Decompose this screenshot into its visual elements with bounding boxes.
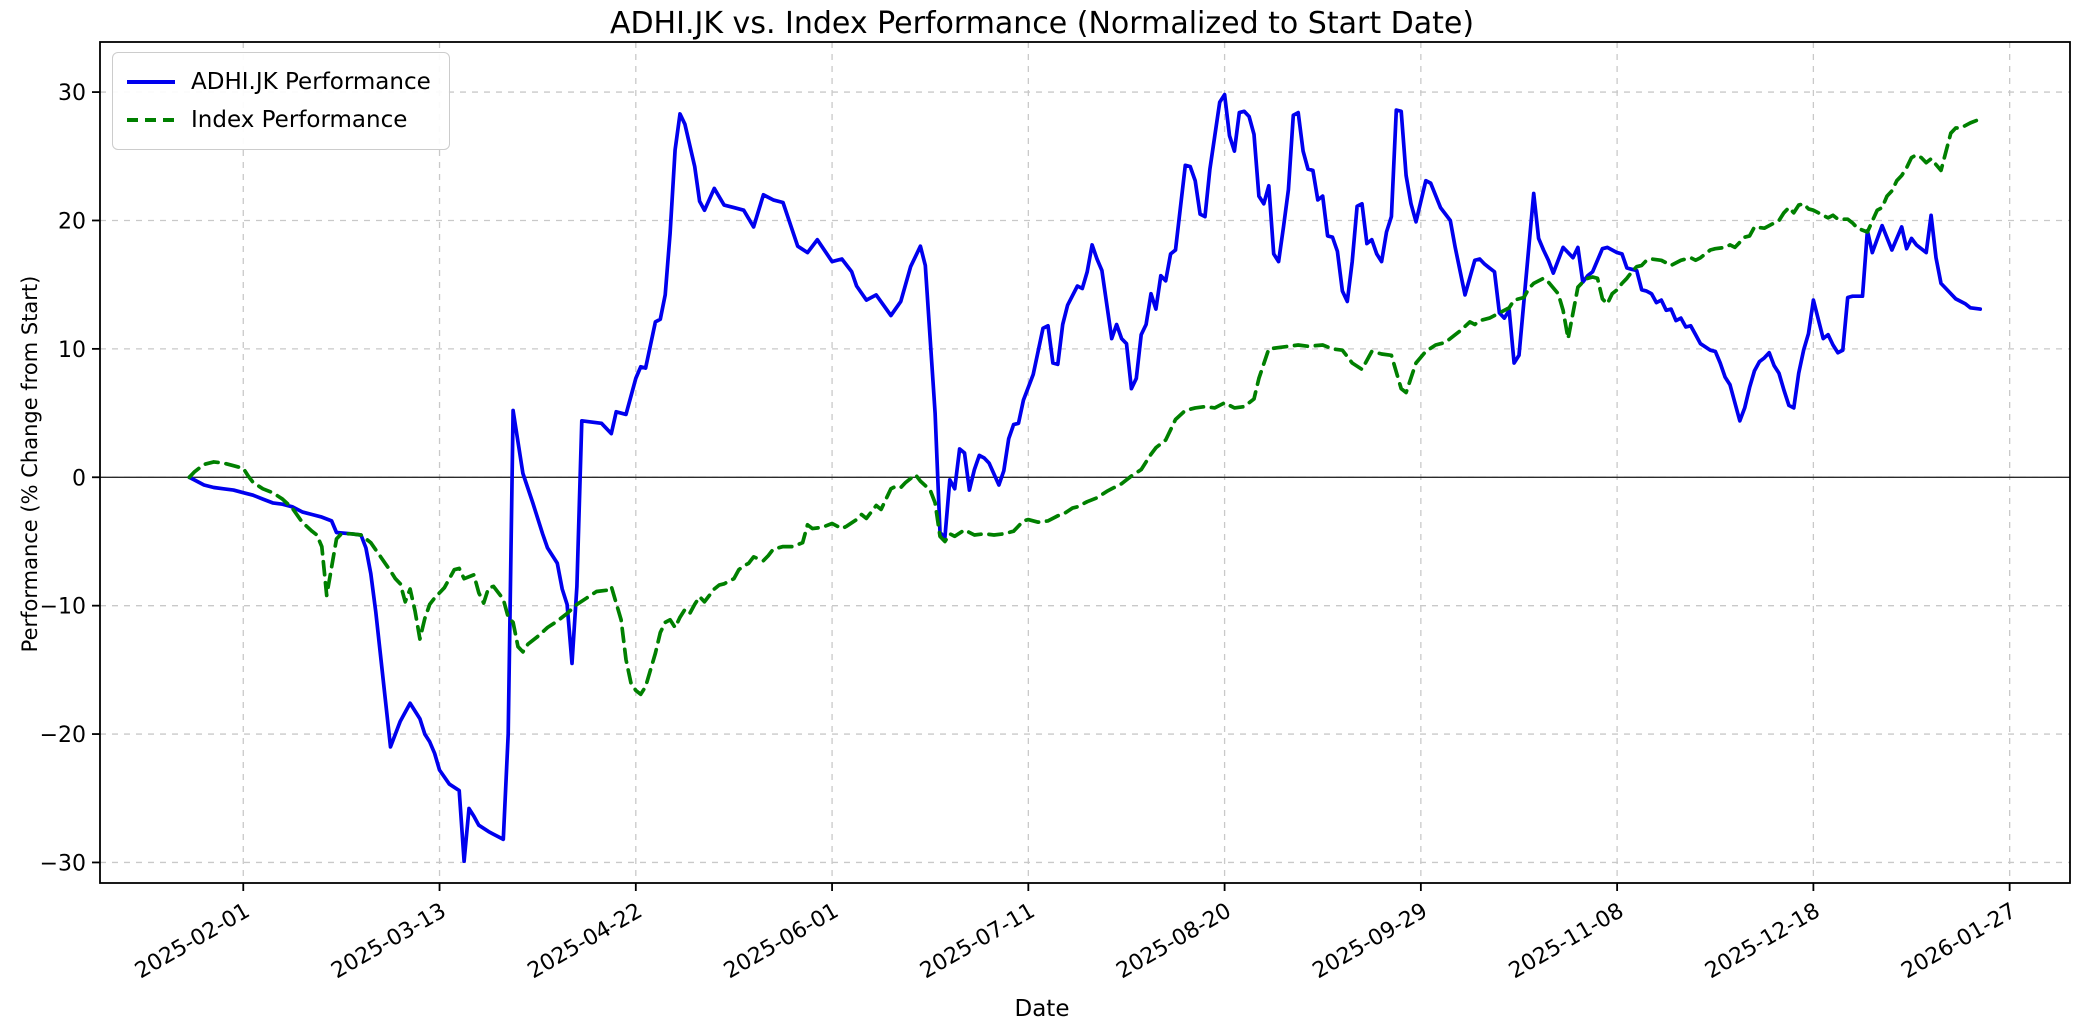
- x-tick-label: 2025-12-18: [1701, 899, 1824, 985]
- x-axis-label: Date: [1014, 996, 1070, 1022]
- axes-spines: [99, 41, 2071, 884]
- x-tick-label: 2025-06-01: [720, 899, 843, 985]
- series-line-index: [187, 117, 1983, 697]
- x-tick-label: 2025-08-20: [1112, 899, 1235, 985]
- y-tick-label: 20: [58, 209, 86, 234]
- x-tick-label: 2025-11-08: [1505, 899, 1628, 985]
- x-tick-label: 2025-02-01: [131, 899, 254, 985]
- legend-line-dashed-icon: [127, 118, 175, 122]
- y-tick-label: −30: [40, 851, 86, 876]
- y-tick-label: −20: [40, 723, 86, 748]
- legend-entry-index: Index Performance: [127, 101, 431, 139]
- chart-title: ADHI.JK vs. Index Performance (Normalize…: [609, 6, 1475, 41]
- legend-label-index: Index Performance: [191, 107, 408, 133]
- legend-label-adhi: ADHI.JK Performance: [191, 69, 431, 95]
- y-tick-label: −10: [40, 595, 86, 620]
- x-tick-label: 2025-03-13: [327, 899, 450, 985]
- y-axis-label: Performance (% Change from Start): [18, 275, 42, 653]
- x-tick-label: 2025-07-11: [916, 899, 1039, 985]
- y-tick-label: 0: [72, 466, 86, 491]
- x-tick-label: 2026-01-27: [1897, 899, 2020, 985]
- x-tick-label: 2025-04-22: [524, 899, 647, 985]
- x-tick-label: 2025-09-29: [1309, 899, 1432, 985]
- y-tick-label: 10: [58, 338, 86, 363]
- y-tick-label: 30: [58, 81, 86, 106]
- legend-line-solid-icon: [127, 80, 175, 84]
- legend: ADHI.JK Performance Index Performance: [112, 52, 450, 150]
- legend-entry-adhi: ADHI.JK Performance: [127, 63, 431, 101]
- series-line-adhi: [187, 92, 1983, 864]
